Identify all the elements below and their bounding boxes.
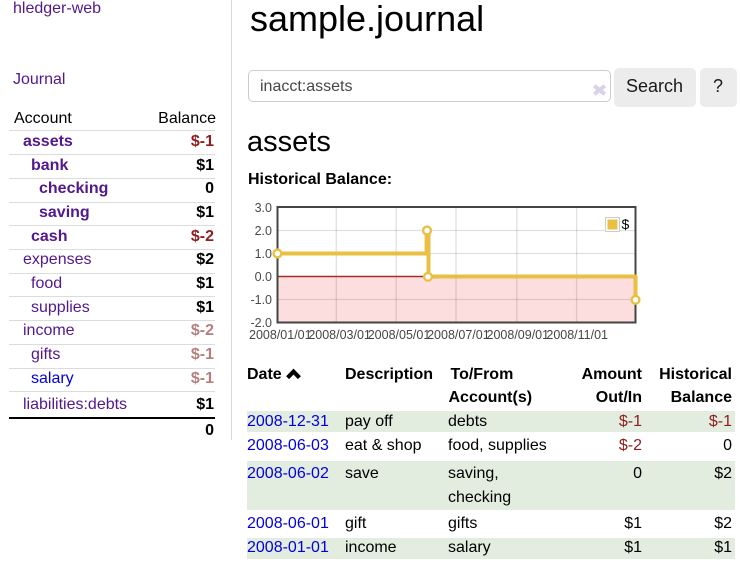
- svg-text:2008/05/01: 2008/05/01: [368, 328, 431, 342]
- svg-text:2008/09/01: 2008/09/01: [487, 328, 550, 342]
- svg-text:1.0: 1.0: [255, 247, 272, 261]
- svg-text:3.0: 3.0: [255, 201, 272, 215]
- svg-text:2008/03/01: 2008/03/01: [308, 328, 371, 342]
- svg-text:-1.0: -1.0: [250, 293, 272, 307]
- svg-text:2008/01/01: 2008/01/01: [249, 328, 312, 342]
- svg-text:2008/07/01: 2008/07/01: [427, 328, 490, 342]
- svg-text:-2.0: -2.0: [250, 316, 272, 330]
- svg-text:2008/11/01: 2008/11/01: [546, 328, 608, 342]
- svg-text:0.0: 0.0: [255, 270, 272, 284]
- svg-text:$: $: [622, 216, 630, 232]
- svg-text:2.0: 2.0: [255, 224, 272, 238]
